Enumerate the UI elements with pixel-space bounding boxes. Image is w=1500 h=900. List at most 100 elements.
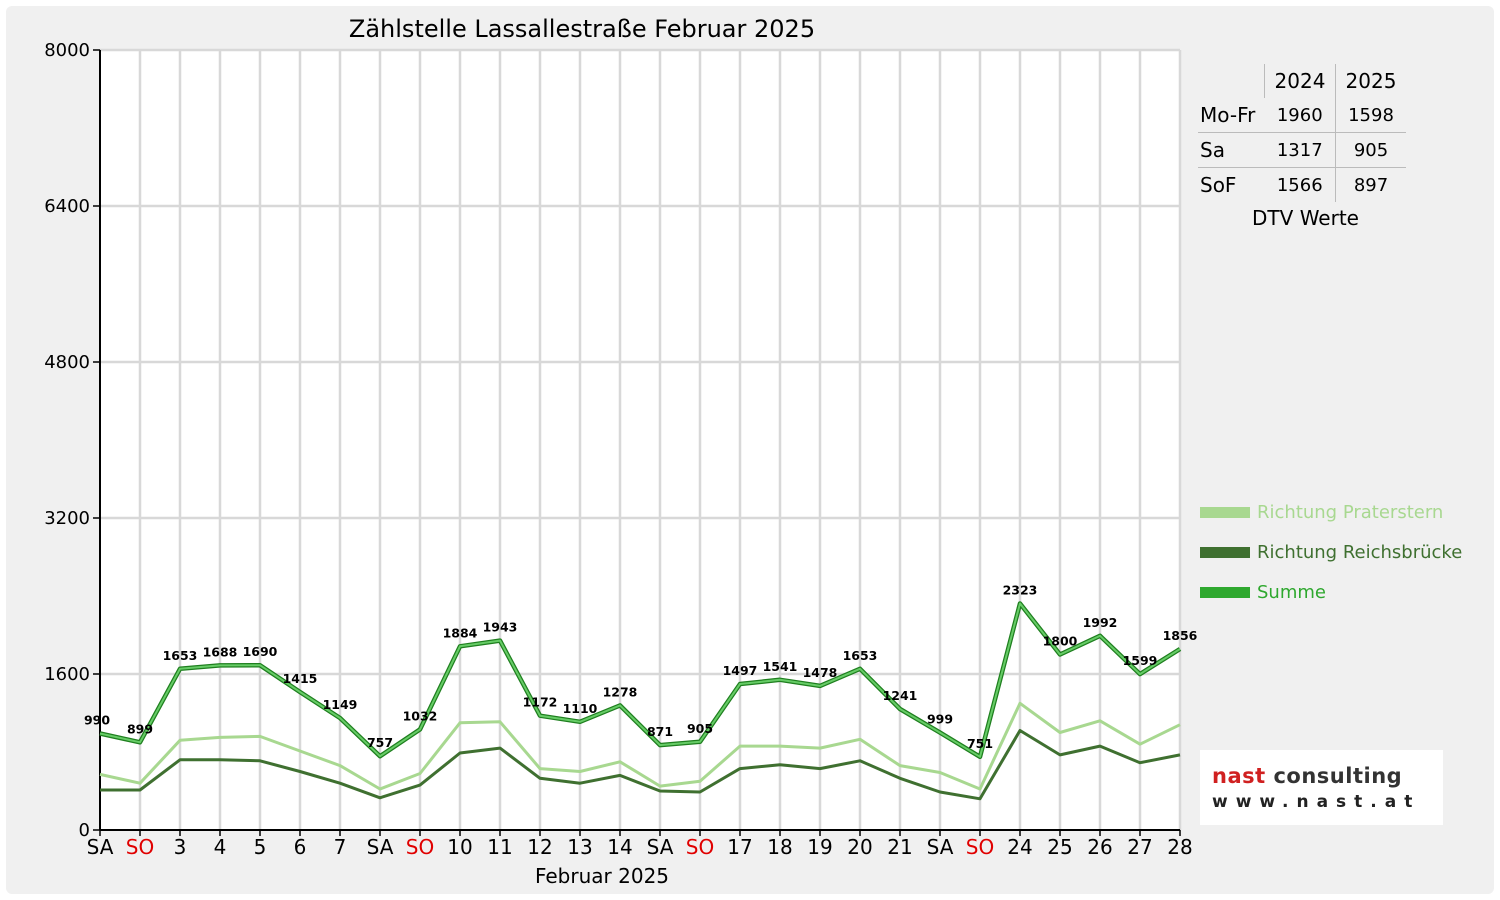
data-label: 871 — [647, 724, 673, 739]
x-tick-label: SA — [87, 835, 114, 859]
x-tick-label: 17 — [727, 835, 752, 859]
data-label: 1241 — [883, 688, 918, 703]
y-tick-label: 0 — [79, 820, 90, 841]
data-label: 1110 — [563, 701, 598, 716]
data-label: 1943 — [483, 620, 518, 635]
dtv-header-row: 2024 2025 — [1198, 64, 1406, 98]
data-label: 1884 — [443, 625, 478, 640]
data-label: 1032 — [403, 708, 438, 723]
data-label: 2323 — [1003, 583, 1038, 598]
x-tick-label: SO — [406, 835, 434, 859]
x-tick-label: 10 — [447, 835, 472, 859]
series-line — [99, 602, 1181, 758]
logo-consulting: consulting — [1265, 764, 1403, 788]
chart-title: Zählstelle Lassallestraße Februar 2025 — [349, 15, 815, 43]
dtv-value-2024: 1960 — [1264, 98, 1336, 133]
x-tick-labels: SA SO 3 4 5 6 7 SA SO 10 11 12 13 14 SA SO 17 18 19 20 21 SA S… — [87, 835, 1193, 859]
data-label: 990 — [84, 712, 110, 727]
plot-area — [100, 50, 1180, 830]
legend-item: Richtung Reichsbrücke — [1200, 532, 1462, 572]
x-tick-label: 6 — [294, 835, 307, 859]
logo-url: www.nast.at — [1212, 792, 1421, 812]
axes — [93, 49, 1181, 836]
data-label: 1653 — [163, 648, 198, 663]
legend-item: Summe — [1200, 572, 1462, 612]
data-label: 1149 — [323, 697, 358, 712]
x-tick-label: 27 — [1127, 835, 1152, 859]
legend-swatch — [1200, 506, 1250, 518]
x-tick-label: SO — [966, 835, 994, 859]
x-tick-label: 28 — [1167, 835, 1192, 859]
legend-label: Summe — [1257, 581, 1326, 603]
x-tick-label: 14 — [607, 835, 632, 859]
x-tick-label: 12 — [527, 835, 552, 859]
logo-line-1: nast consulting — [1212, 764, 1402, 788]
data-label: 1653 — [843, 648, 878, 663]
dtv-row: SoF 1566 897 — [1198, 167, 1406, 202]
series-lines — [99, 601, 1182, 801]
data-label: 1800 — [1043, 634, 1078, 649]
logo-nast: nast — [1212, 764, 1266, 788]
x-tick-label: 24 — [1007, 835, 1032, 859]
x-tick-label: 20 — [847, 835, 872, 859]
legend-item: Richtung Praterstern — [1200, 492, 1462, 532]
data-label: 1856 — [1163, 628, 1198, 643]
dtv-header-2024: 2024 — [1264, 64, 1336, 98]
nast-consulting-logo: nast consulting www.nast.at — [1200, 750, 1443, 825]
data-label: 899 — [127, 721, 153, 736]
legend-label: Richtung Praterstern — [1257, 501, 1444, 523]
x-tick-label: 4 — [214, 835, 227, 859]
dtv-value-2025: 1598 — [1335, 98, 1406, 133]
data-label: 751 — [967, 736, 993, 751]
dtv-value-2024: 1566 — [1264, 167, 1336, 202]
dtv-value-2025: 905 — [1335, 132, 1406, 168]
x-tick-label: 19 — [807, 835, 832, 859]
data-label: 999 — [927, 712, 953, 727]
x-tick-label: SA — [927, 835, 954, 859]
dtv-value-2025: 897 — [1353, 174, 1389, 196]
dtv-row-label: Mo-Fr — [1198, 98, 1265, 133]
dtv-caption: DTV Werte — [1252, 206, 1359, 230]
x-tick-label: 25 — [1047, 835, 1072, 859]
data-labels: 990 899 1653 1688 1690 1415 1149 757 1032 1884 194… — [84, 583, 1198, 751]
x-tick-label: 11 — [487, 835, 512, 859]
data-label: 905 — [687, 721, 713, 736]
data-label: 1599 — [1123, 653, 1158, 668]
legend: Richtung Praterstern Richtung Reichsbrüc… — [1200, 492, 1462, 612]
data-label: 1478 — [803, 665, 838, 680]
x-tick-label: SA — [647, 835, 674, 859]
data-label: 1497 — [723, 663, 758, 678]
x-tick-label: 5 — [254, 835, 267, 859]
data-label: 1992 — [1083, 615, 1118, 630]
legend-swatch — [1200, 546, 1250, 558]
legend-label: Richtung Reichsbrücke — [1257, 541, 1463, 563]
y-tick-label: 4800 — [44, 352, 90, 373]
y-tick-labels: 0 1600 3200 4800 6400 8000 — [44, 40, 90, 841]
x-tick-label: 3 — [174, 835, 187, 859]
dtv-row-label: Sa — [1198, 132, 1265, 168]
dtv-header-empty — [1198, 64, 1265, 98]
x-tick-label: 13 — [567, 835, 592, 859]
dtv-header-2025: 2025 — [1345, 69, 1397, 93]
dtv-row: Sa 1317 905 — [1198, 132, 1406, 168]
data-label: 1172 — [523, 695, 558, 710]
dtv-row-label: SoF — [1200, 173, 1237, 197]
y-tick-label: 8000 — [44, 40, 90, 61]
y-tick-label: 3200 — [44, 508, 90, 529]
x-axis-label: Februar 2025 — [535, 864, 669, 888]
data-label: 1690 — [243, 644, 278, 659]
data-label: 1541 — [763, 659, 798, 674]
grid-lines — [100, 48, 1182, 830]
y-tick-label: 1600 — [44, 664, 90, 685]
x-tick-label: 18 — [767, 835, 792, 859]
legend-swatch — [1200, 586, 1250, 598]
x-tick-label: 21 — [887, 835, 912, 859]
x-tick-label: SO — [686, 835, 714, 859]
data-label: 1278 — [603, 684, 638, 699]
x-tick-label: SO — [126, 835, 154, 859]
x-tick-label: 26 — [1087, 835, 1112, 859]
y-tick-label: 6400 — [44, 196, 90, 217]
x-tick-label: SA — [367, 835, 394, 859]
data-label: 1415 — [283, 671, 318, 686]
